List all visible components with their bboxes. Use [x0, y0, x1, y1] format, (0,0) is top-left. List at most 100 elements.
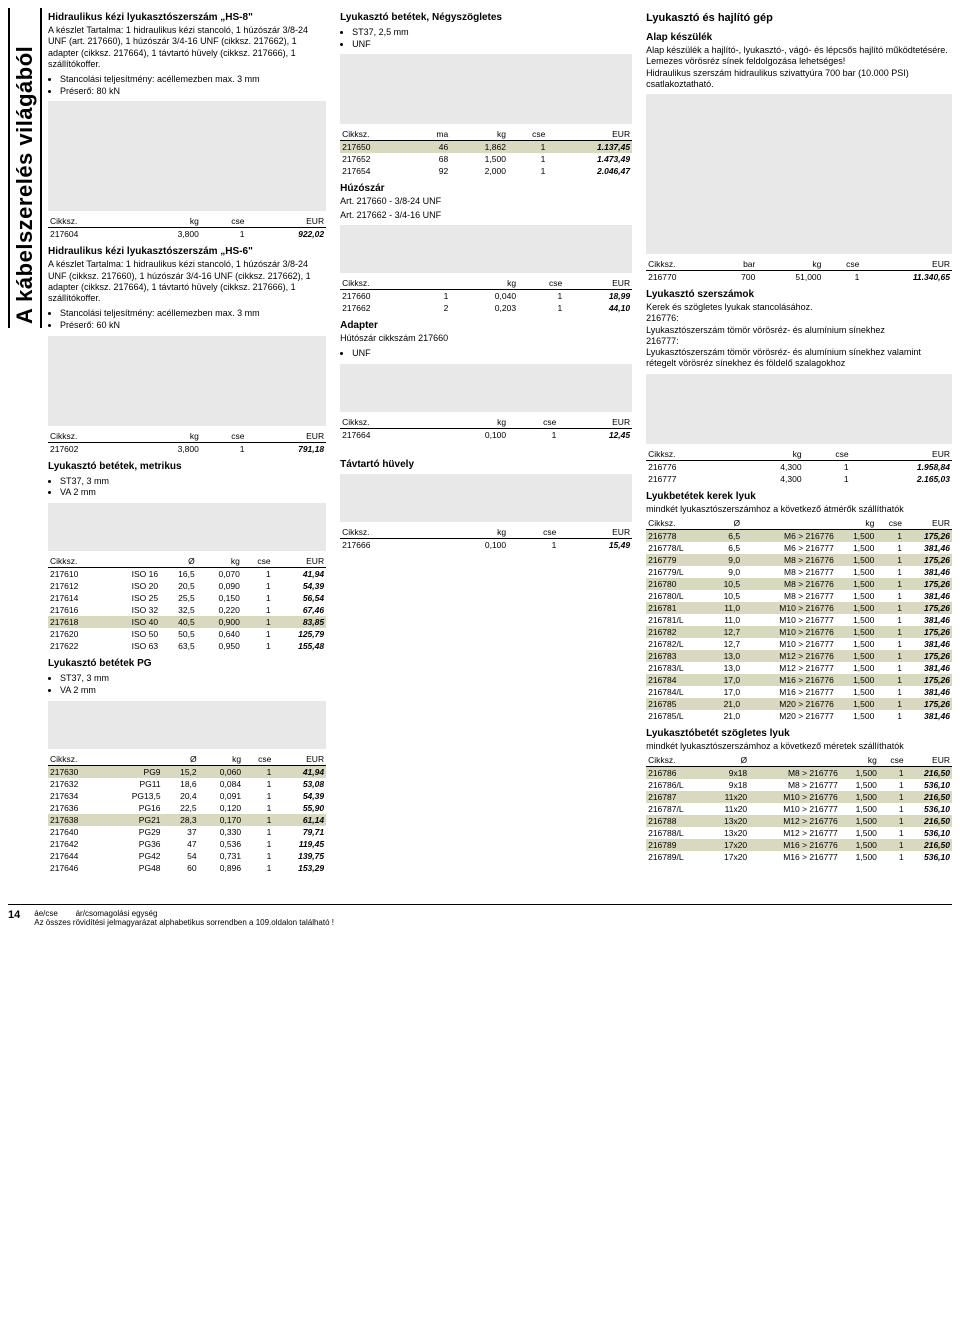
th-cse: cse	[508, 526, 558, 539]
table-cell: 1	[242, 640, 273, 652]
table-cell: 12,45	[558, 428, 632, 441]
table-row: 21677070051,000111.340,65	[646, 271, 952, 284]
table-cell: 1	[876, 710, 904, 722]
table-cell: ISO 40	[106, 616, 160, 628]
table-cell: 216782/L	[646, 638, 709, 650]
table-cell: 1,500	[836, 554, 876, 566]
table-row: 217652681,50011.473,49	[340, 153, 632, 165]
th-cse: cse	[879, 754, 906, 767]
table-cell: 1.473,49	[547, 153, 632, 165]
table-cell: 217666	[340, 538, 434, 551]
table-cell: 381,46	[904, 686, 952, 698]
table-cell: 1	[876, 566, 904, 578]
table-cell: 13x20	[707, 827, 749, 839]
th-cse: cse	[201, 215, 247, 228]
table-cell: 216787	[646, 791, 707, 803]
hs6-image	[48, 336, 326, 426]
table-cell: 1	[243, 778, 273, 790]
table-cell: 1	[242, 568, 273, 581]
table-cell: 1	[804, 460, 851, 473]
page-number: 14	[8, 909, 20, 921]
negy-b1: ST37, 2,5 mm	[352, 27, 632, 39]
table-cell: 217650	[340, 141, 414, 154]
table-cell: 1	[201, 228, 247, 241]
page: A kábelszerelés világából Hidraulikus ké…	[8, 8, 952, 880]
negy-title: Lyukasztó betétek, Négyszögletes	[340, 12, 632, 23]
table-row: 217618ISO 4040,50,900183,85	[48, 616, 326, 628]
table-cell: 1	[508, 141, 547, 154]
table-cell: 1	[876, 554, 904, 566]
table-cell: 1	[242, 628, 273, 640]
table-cell: 17x20	[707, 851, 749, 863]
adapter-image	[340, 364, 632, 412]
table-cell: 216784/L	[646, 686, 709, 698]
gep-table: Cikksz. bar kg cse EUR 21677070051,00011…	[646, 258, 952, 283]
table-cell: 1	[876, 638, 904, 650]
kerek-table: Cikksz. Ø kg cse EUR 2167786,5M6 > 21677…	[646, 517, 952, 722]
table-cell: 1	[243, 826, 273, 838]
table-cell: 1,500	[836, 686, 876, 698]
table-cell: 217662	[340, 302, 427, 314]
table-row: 2167786,5M6 > 2167761,5001175,26	[646, 529, 952, 542]
th-cse: cse	[242, 555, 273, 568]
table-cell: 0,070	[197, 568, 242, 581]
table-row: 217636PG1622,50,120155,90	[48, 802, 326, 814]
hs6-spec-2: Préserő: 60 kN	[60, 320, 326, 332]
table-cell: 56,54	[273, 592, 327, 604]
table-cell: 0,150	[197, 592, 242, 604]
table-cell: 12,7	[709, 626, 742, 638]
footer-text: áe/cse ár/csomagolási egység Az összes r…	[34, 909, 334, 927]
table-cell: 217634	[48, 790, 105, 802]
kerek-tbody: 2167786,5M6 > 2167761,5001175,26216778/L…	[646, 529, 952, 722]
th-cse: cse	[201, 430, 247, 443]
th-blank	[742, 517, 836, 530]
table-cell: M16 > 216777	[742, 686, 836, 698]
table-cell: 2.165,03	[851, 473, 952, 485]
tav-tbody: 2176660,100115,49	[340, 538, 632, 551]
table-cell: 1	[243, 862, 273, 874]
negy-tbody: 217650461,86211.137,45217652681,50011.47…	[340, 141, 632, 178]
table-cell: 381,46	[904, 638, 952, 650]
table-cell: 216788/L	[646, 827, 707, 839]
table-cell: 217642	[48, 838, 105, 850]
table-cell: M12 > 216776	[742, 650, 836, 662]
table-row: 216782/L12,7M10 > 2167771,5001381,46	[646, 638, 952, 650]
table-cell: 217654	[340, 165, 414, 177]
table-cell: 0,170	[199, 814, 243, 826]
table-cell: M10 > 216777	[742, 638, 836, 650]
table-row: 217630PG915,20,060141,94	[48, 765, 326, 778]
table-cell: 175,26	[904, 626, 952, 638]
table-cell: 216777	[646, 473, 734, 485]
table-cell: 16,5	[160, 568, 197, 581]
table-cell: ISO 20	[106, 580, 160, 592]
table-cell: 22,5	[163, 802, 199, 814]
table-cell: 1	[876, 614, 904, 626]
table-cell: 0,536	[199, 838, 243, 850]
table-cell: 1	[879, 851, 906, 863]
table-cell: 1,500	[836, 578, 876, 590]
table-cell: 0,731	[199, 850, 243, 862]
hs8-spec-2: Préserő: 80 kN	[60, 86, 326, 98]
table-cell: 4,300	[735, 473, 804, 485]
table-cell: M12 > 216777	[742, 662, 836, 674]
table-cell: 217652	[340, 153, 414, 165]
table-cell: PG48	[105, 862, 163, 874]
table-cell: M10 > 216777	[742, 614, 836, 626]
table-cell: 50,5	[160, 628, 197, 640]
table-cell: 54,39	[273, 580, 327, 592]
table-cell: 44,10	[564, 302, 632, 314]
table-cell: 1.137,45	[547, 141, 632, 154]
table-cell: 1	[243, 765, 273, 778]
metrikus-title: Lyukasztó betétek, metrikus	[48, 461, 326, 472]
table-row: 217650461,86211.137,45	[340, 141, 632, 154]
table-cell: 217644	[48, 850, 105, 862]
table-cell: 700	[717, 271, 757, 284]
table-cell: 216785	[646, 698, 709, 710]
table-cell: 217610	[48, 568, 106, 581]
table-cell: 1	[876, 590, 904, 602]
table-cell: 125,79	[273, 628, 327, 640]
table-row: 21678010,5M8 > 2167761,5001175,26	[646, 578, 952, 590]
table-cell: M8 > 216776	[749, 767, 840, 780]
th-eur: EUR	[564, 277, 632, 290]
table-cell: 175,26	[904, 578, 952, 590]
